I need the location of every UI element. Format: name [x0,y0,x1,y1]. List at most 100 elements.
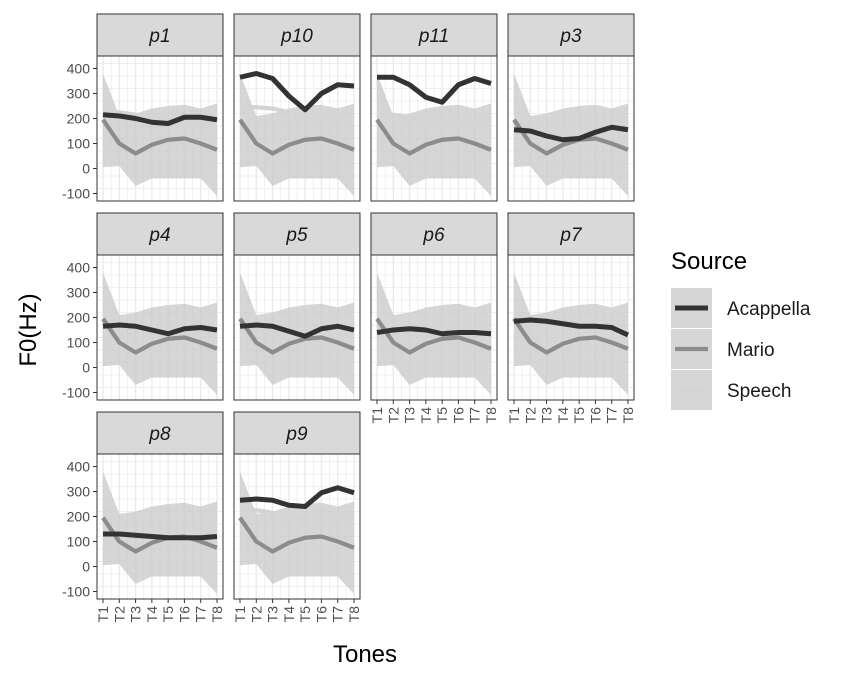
series-line-mario [512,118,629,156]
y-tick-label: 400 [67,61,91,77]
y-tick-label: -100 [62,584,90,600]
y-tick-label: 200 [67,310,91,326]
strip-label: p5 [285,225,308,246]
x-tick-label: T4 [555,407,571,424]
x-tick-label: T4 [418,407,434,424]
x-tick-label: T3 [128,606,144,623]
strip-label: p9 [285,424,308,445]
series-line-speech [239,326,355,343]
strip-background [233,212,361,256]
facet-panel-p5: p5 [233,212,361,401]
panel-border [96,254,224,401]
legend-label-acappella: Acappella [727,299,811,320]
y-tick-label: 100 [67,534,91,550]
x-tick-label: T8 [346,606,362,623]
series-line-mario [101,118,218,156]
series-line-mario [375,118,492,156]
y-tick-label: 0 [82,161,90,177]
series-line-mario [101,516,218,554]
facet-panel-p1: p1 -100 0 100 200 300 400 [62,13,224,202]
series-line-acappella [102,112,218,126]
series-line-mario [375,317,492,355]
series-line-mario [238,516,355,554]
facet-panel-p6: p6 T1 T2 T3 T4 T5 T6 T7 T8 [369,212,499,424]
series-line-speech [377,112,492,126]
y-tick-label: 100 [67,335,91,351]
series-line-acappella [376,326,492,337]
series-line-acappella [239,71,355,113]
panel-border [370,55,498,202]
y-tick-label: -100 [62,186,90,202]
y-tick-label: 300 [67,86,91,102]
facet-panel-p4: p4 -100 0 100 200 300 400 [62,212,224,401]
strip-background [96,411,224,455]
y-tick-label: -100 [62,385,90,401]
mario-ribbon [103,471,217,594]
y-tick-label: 400 [67,459,91,475]
x-tick-label: T1 [232,606,248,623]
y-tick-label: 300 [67,285,91,301]
y-tick-label: 300 [67,484,91,500]
panel-border [233,55,361,202]
y-tick-label: 400 [67,260,91,276]
x-axis-title: Tones [333,641,397,668]
x-tick-label: T8 [620,407,636,424]
series-line-mario [512,317,629,355]
facet-panel-p11: p11 [370,13,498,202]
x-tick-label: T1 [369,407,385,424]
mario-ribbon [103,73,217,196]
strip-label: p8 [148,424,171,445]
panel-border [233,254,361,401]
x-tick-label: T5 [571,407,587,424]
strip-label: p7 [559,225,583,246]
strip-label: p4 [148,225,170,246]
strip-background [96,13,224,57]
x-tick-label: T3 [265,606,281,623]
series-line-acappella [239,485,355,509]
x-tick-label: T5 [297,606,313,623]
x-tick-label: T6 [176,606,192,623]
mario-ribbon [240,73,354,196]
y-tick-label: 0 [82,559,90,575]
series-line-acappella [239,322,355,339]
legend-title: Source [671,248,747,275]
series-line-mario [101,317,218,355]
series-line-speech [376,331,492,340]
series-line-acappella [103,531,218,541]
x-tick-label: T6 [587,407,603,424]
series-line-acappella [513,124,629,143]
strip-background [233,411,361,455]
facet-panel-p7: p7 T1 T2 T3 T4 T5 T6 T7 T8 [506,212,636,424]
x-tick-label: T7 [604,407,620,424]
strip-background [370,13,498,57]
x-tick-label: T5 [160,606,176,623]
y-tick-label: 200 [67,111,91,127]
panel-border [96,55,224,202]
strip-label: p3 [559,26,582,47]
strip-label: p11 [418,26,449,47]
legend-label-speech: Speech [727,381,791,402]
x-tick-label: T2 [111,606,127,623]
x-tick-label: T7 [193,606,209,623]
panel-border [233,453,361,600]
x-tick-label: T7 [467,407,483,424]
mario-ribbon [514,272,628,395]
series-line-acappella [513,317,630,338]
x-tick-label: T4 [281,606,297,623]
x-tick-label: T6 [450,407,466,424]
series-line-acappella [377,74,492,105]
x-tick-label: T2 [248,606,264,623]
series-line-speech [240,105,355,121]
x-tick-label: T2 [522,407,538,424]
series-line-mario [238,317,355,355]
x-tick-label: T1 [95,606,111,623]
panel-border [96,453,224,600]
panel-border [507,55,635,202]
series-line-speech [239,506,355,523]
panel-border [507,254,635,401]
mario-ribbon [514,73,628,196]
x-tick-label: T1 [506,407,522,424]
facet-panel-p9: p9 T1 T2 T3 T4 T5 T6 T7 T8 [232,411,362,623]
x-tick-label: T8 [483,407,499,424]
x-tick-label: T3 [539,407,555,424]
